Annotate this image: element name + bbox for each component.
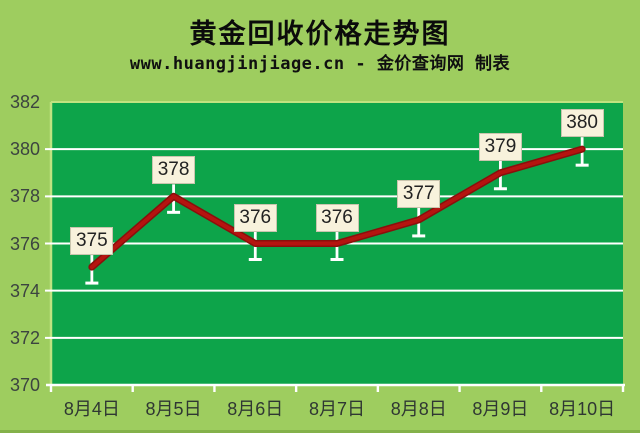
chart-title: 黄金回收价格走势图 (189, 19, 451, 50)
y-axis-label: 374 (9, 280, 40, 301)
chart-subtitle: www.huangjinjiage.cn - 金价查询网 制表 (129, 54, 511, 74)
data-label-box: 376 (233, 203, 277, 232)
x-axis-label: 8月7日 (308, 399, 366, 419)
x-axis-label: 8月9日 (472, 399, 529, 419)
price-line (89, 147, 585, 270)
x-axis-label: 8月4日 (63, 399, 120, 419)
y-axis-label: 372 (9, 327, 40, 348)
data-label-box: 380 (560, 109, 604, 138)
data-label-box: 378 (152, 156, 196, 185)
y-axis-label: 376 (9, 233, 40, 254)
data-label-box: 376 (315, 203, 359, 232)
y-axis-label: 380 (9, 139, 40, 160)
bottom-edge-strip (0, 430, 640, 433)
data-label-box: 377 (397, 179, 441, 208)
data-label-box: 375 (70, 227, 114, 256)
y-axis-label: 370 (9, 375, 40, 395)
data-label-box: 379 (478, 132, 522, 161)
x-axis-label: 8月8日 (390, 399, 447, 419)
x-axis-label: 8月10日 (549, 399, 616, 419)
y-axis-label: 378 (9, 186, 40, 207)
y-axis-label: 382 (9, 92, 40, 112)
x-axis-label: 8月6日 (227, 399, 284, 419)
x-axis-label: 8月5日 (145, 399, 202, 419)
